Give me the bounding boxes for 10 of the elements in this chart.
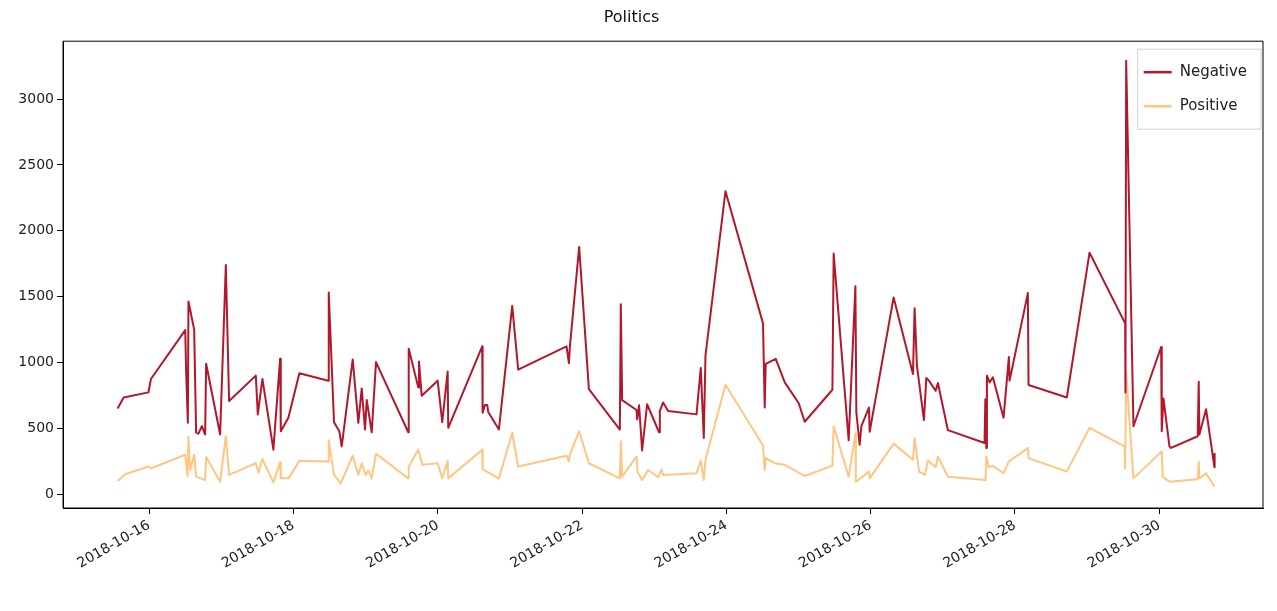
y-tick-label: 3000 bbox=[18, 89, 54, 106]
y-tick-label: 500 bbox=[27, 418, 54, 435]
y-tick-label: 2500 bbox=[18, 155, 54, 172]
y-tick-label: 2000 bbox=[18, 221, 54, 238]
y-tick-label: 0 bbox=[45, 484, 54, 501]
chart-title: Politics bbox=[603, 6, 660, 26]
y-tick-label: 1000 bbox=[18, 353, 54, 370]
y-tick-label: 1500 bbox=[18, 287, 54, 304]
legend-label: Positive bbox=[1179, 96, 1238, 115]
legend-label: Negative bbox=[1179, 62, 1248, 81]
